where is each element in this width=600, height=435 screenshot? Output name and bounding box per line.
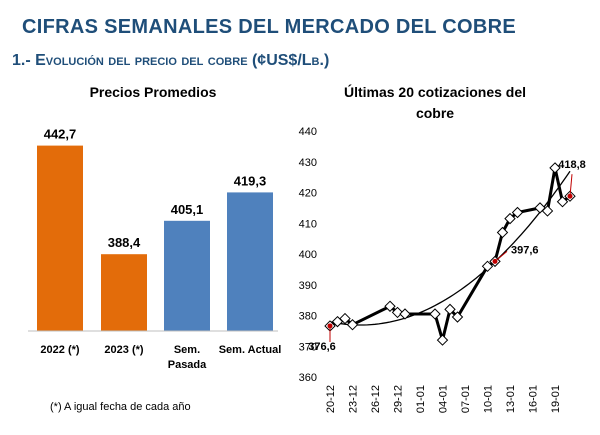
annotation-label: 397,6 xyxy=(511,244,539,256)
bar-value-label: 419,3 xyxy=(234,173,267,188)
y-tick-label: 440 xyxy=(299,126,317,138)
x-tick-label: 16-01 xyxy=(528,385,540,413)
annotation-marker xyxy=(492,258,498,264)
bar-value-label: 388,4 xyxy=(108,235,141,250)
y-tick-label: 400 xyxy=(299,249,317,261)
page-subtitle: 1.- Evolución del precio del cobre (¢US$… xyxy=(12,52,329,70)
y-tick-label: 430 xyxy=(299,157,317,169)
trend-line xyxy=(329,170,571,326)
y-tick-label: 360 xyxy=(299,372,317,384)
bar-3 xyxy=(227,192,273,331)
bar-0 xyxy=(37,145,83,331)
bar-1 xyxy=(101,254,147,331)
x-tick-label: 19-01 xyxy=(550,385,562,413)
annotation-leader xyxy=(569,174,573,197)
annotation-leader xyxy=(494,250,508,262)
data-point xyxy=(436,334,449,346)
y-tick-label: 390 xyxy=(299,280,317,292)
data-point xyxy=(399,308,411,320)
y-tick-label: 410 xyxy=(299,218,317,230)
data-point xyxy=(451,311,464,323)
annotation-label: 376,6 xyxy=(308,341,336,353)
data-point xyxy=(339,312,351,325)
bar-category-label: Sem. xyxy=(174,344,200,356)
x-tick-label: 13-01 xyxy=(505,385,517,413)
data-point xyxy=(429,308,441,320)
page-title: CIFRAS SEMANALES DEL MERCADO DEL COBRE xyxy=(22,16,517,38)
series-points xyxy=(324,162,576,346)
data-point xyxy=(346,319,359,331)
data-point xyxy=(384,300,396,312)
annotation-marker xyxy=(567,193,573,199)
annotation-label: 418,8 xyxy=(558,159,586,171)
line-y-axis: 360 370 380 390 400 410 420 430 440 xyxy=(299,126,317,384)
bar-category-label-line2: Pasada xyxy=(168,359,207,371)
x-tick-label: 07-01 xyxy=(460,385,472,413)
y-tick-label: 370 xyxy=(299,341,317,353)
subtitle-prefix: 1.- xyxy=(12,52,36,69)
x-tick-label: 23-12 xyxy=(348,385,360,413)
data-point xyxy=(556,196,569,208)
subtitle-main: Evolución del precio del cobre (¢US$/Lb.… xyxy=(35,52,330,69)
data-point xyxy=(496,226,509,239)
bar-chart-title: Precios Promedios xyxy=(90,84,217,100)
bar-chart: Precios Promedios 442,7 2022 (*) 388,4 2023… xyxy=(28,84,281,413)
x-tick-label: 29-12 xyxy=(393,385,405,413)
x-tick-label: 04-01 xyxy=(438,385,450,413)
data-point xyxy=(504,212,516,225)
line-x-axis: 20-12 23-12 26-12 29-12 01-01 04-01 07-01 10-01… xyxy=(325,385,562,413)
y-tick-label: 420 xyxy=(299,188,317,200)
bar-category-label: 2022 (*) xyxy=(40,344,79,356)
y-tick-label: 380 xyxy=(299,311,317,323)
data-point xyxy=(444,303,456,316)
data-point xyxy=(481,260,494,273)
data-point xyxy=(511,206,524,219)
x-tick-label: 20-12 xyxy=(325,385,337,413)
x-tick-label: 10-01 xyxy=(483,385,495,413)
data-point xyxy=(541,205,554,217)
x-tick-label: 01-01 xyxy=(415,385,427,413)
bar-marks: 442,7 2022 (*) 388,4 2023 (*) 405,1 Sem. Pasad… xyxy=(37,127,281,371)
bar-category-label: Sem. Actual xyxy=(219,344,282,356)
data-point xyxy=(549,162,561,174)
line-chart-title-line1: Últimas 20 cotizaciones del xyxy=(344,83,526,100)
bar-footnote: (*) A igual fecha de cada año xyxy=(50,401,191,413)
data-point xyxy=(391,306,404,319)
x-tick-label: 26-12 xyxy=(370,385,382,413)
bar-value-label: 405,1 xyxy=(171,202,204,217)
bar-value-label: 442,7 xyxy=(44,127,77,142)
annotations: 376,6 397,6 418,8 xyxy=(308,159,586,353)
line-chart-title-line2: cobre xyxy=(416,105,454,121)
annotation-marker xyxy=(327,323,333,329)
bar-2 xyxy=(164,220,210,331)
bar-category-label: 2023 (*) xyxy=(104,344,143,356)
line-chart: Últimas 20 cotizaciones del cobre 360 370… xyxy=(299,83,586,413)
